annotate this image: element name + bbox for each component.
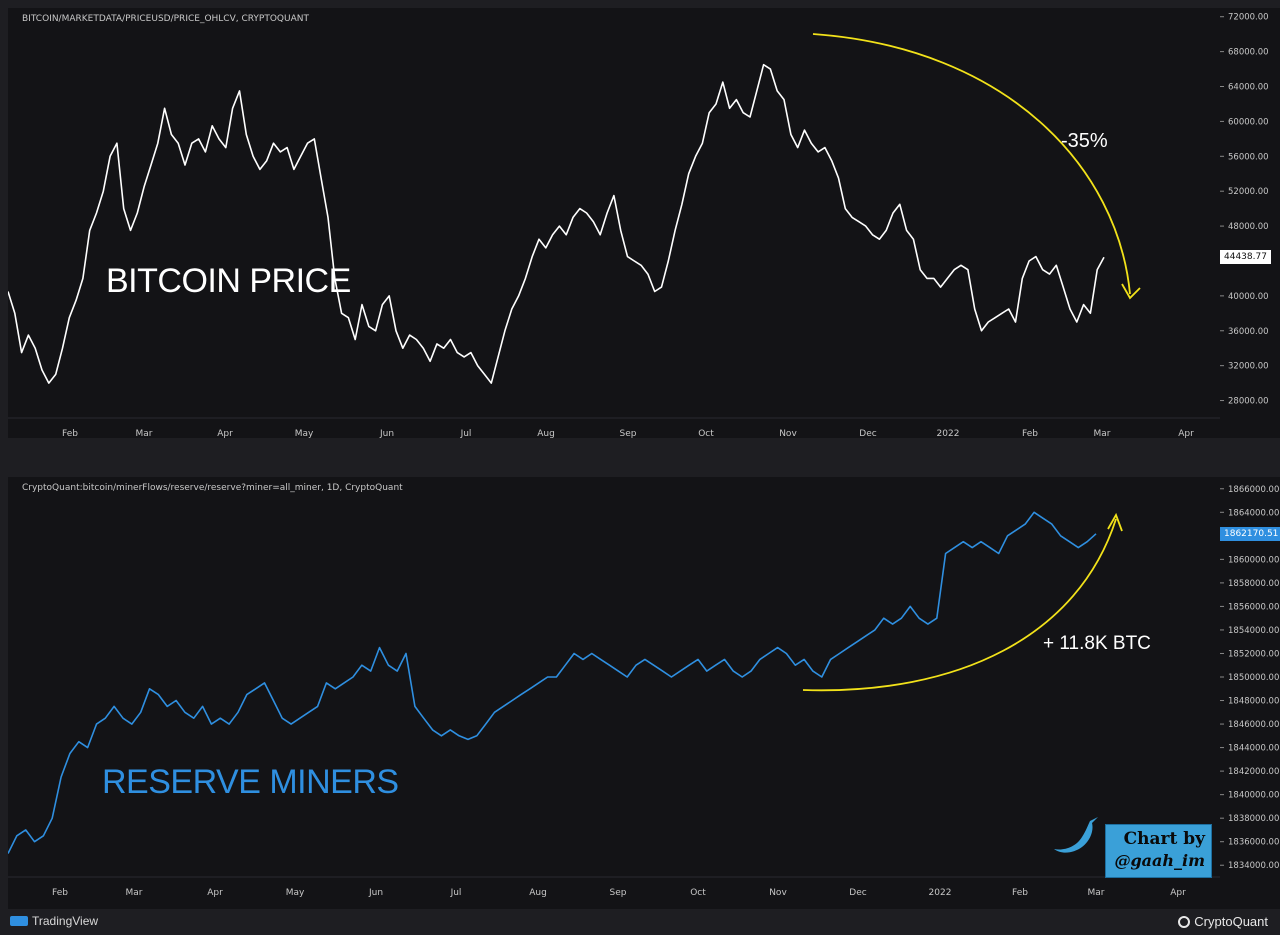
y-tick-label-8: 1850000.00 — [1228, 673, 1279, 683]
growth-arrowhead — [1107, 512, 1123, 532]
x-tick-label-11: 2022 — [937, 429, 960, 438]
y-tick-label-7: 56000.00 — [1228, 152, 1269, 162]
x-tick-label-12: Feb — [1022, 429, 1038, 438]
chart-by-badge: Chart by @gaah_im — [1054, 817, 1212, 878]
bird-icon — [1054, 817, 1098, 853]
y-tick-label-2: 1838000.00 — [1228, 814, 1279, 824]
x-tick-label-12: Feb — [1012, 888, 1028, 898]
y-tick-label-0: 28000.00 — [1228, 397, 1269, 407]
x-tick-label-0: Feb — [62, 429, 78, 438]
x-tick-label-9: Nov — [769, 888, 787, 898]
price-panel: BITCOIN/MARKETDATA/PRICEUSD/PRICE_OHLCV,… — [8, 8, 1220, 438]
decline-arrow — [812, 33, 1131, 295]
y-tick-label-3: 40000.00 — [1228, 292, 1269, 302]
badge-line1: Chart by — [1123, 829, 1205, 849]
reserve-source-label: CryptoQuant:bitcoin/minerFlows/reserve/r… — [22, 483, 403, 493]
last-value-badge: 1862170.51 — [1220, 526, 1280, 541]
y-tick-label-5: 1844000.00 — [1228, 744, 1279, 754]
y-tick-label-11: 1856000.00 — [1228, 602, 1279, 612]
x-tick-label-1: Mar — [126, 888, 143, 898]
x-tick-label-5: Jul — [450, 888, 462, 898]
x-tick-label-2: Apr — [207, 888, 223, 898]
price-title: BITCOIN PRICE — [106, 262, 351, 300]
reserve-y-axis[interactable]: 1834000.00 1836000.00 1838000.00 1840000.00… — [1220, 477, 1280, 909]
reserve-panel: CryptoQuant:bitcoin/minerFlows/reserve/r… — [8, 477, 1220, 909]
y-tick-label-10: 68000.00 — [1228, 48, 1269, 58]
y-tick-label-0: 1834000.00 — [1228, 861, 1279, 871]
growth-arrow — [802, 518, 1117, 692]
y-tick-label-7: 1848000.00 — [1228, 697, 1279, 707]
decline-arrowhead — [1121, 283, 1141, 300]
x-tick-label-3: May — [286, 888, 305, 898]
cryptoquant-label: CryptoQuant — [1194, 914, 1268, 929]
y-tick-label-16: 1866000.00 — [1228, 485, 1279, 495]
series-line-0 — [8, 63, 1105, 384]
y-tick-label-5: 48000.00 — [1228, 222, 1269, 232]
price-chart[interactable]: Feb Mar Apr May Jun Jul Aug Sep Oct Nov Dec 2022 Feb… — [8, 8, 1220, 438]
badge-line2: @gaah_im — [1114, 851, 1205, 870]
reserve-title: RESERVE MINERS — [102, 763, 399, 801]
y-tick-label-2: 36000.00 — [1228, 327, 1269, 337]
x-tick-label-6: Aug — [529, 888, 547, 898]
x-tick-label-13: Mar — [1094, 429, 1111, 438]
x-tick-label-8: Oct — [690, 888, 706, 898]
price-y-axis[interactable]: 28000.0032000.0036000.0040000.0044000.00… — [1220, 8, 1280, 438]
tradingview-logo[interactable]: TradingView — [10, 914, 98, 928]
x-tick-label-7: Sep — [610, 888, 627, 898]
x-tick-label-13: Mar — [1088, 888, 1105, 898]
x-tick-label-5: Jul — [460, 429, 472, 438]
y-tick-label-3: 1840000.00 — [1228, 791, 1279, 801]
price-source-label: BITCOIN/MARKETDATA/PRICEUSD/PRICE_OHLCV,… — [22, 14, 309, 24]
y-tick-label-1: 32000.00 — [1228, 362, 1269, 372]
x-tick-label-7: Sep — [620, 429, 637, 438]
tradingview-icon — [10, 916, 28, 926]
x-tick-label-11: 2022 — [929, 888, 952, 898]
reserve-chart[interactable]: Feb Mar Apr May Jun Jul Aug Sep Oct Nov Dec 2022 Feb… — [8, 477, 1220, 909]
y-tick-label-1: 1836000.00 — [1228, 838, 1279, 848]
y-tick-label-6: 1846000.00 — [1228, 720, 1279, 730]
y-tick-label-12: 1858000.00 — [1228, 579, 1279, 589]
tradingview-label: TradingView — [32, 914, 99, 928]
x-tick-label-10: Dec — [849, 888, 866, 898]
x-tick-label-0: Feb — [52, 888, 68, 898]
price-annotation: -35% — [1061, 130, 1108, 152]
y-tick-label-9: 1852000.00 — [1228, 649, 1279, 659]
y-tick-label-15: 1864000.00 — [1228, 508, 1279, 518]
y-tick-label-11: 72000.00 — [1228, 13, 1269, 23]
x-tick-label-1: Mar — [136, 429, 153, 438]
y-tick-label-8: 60000.00 — [1228, 117, 1269, 127]
footer: TradingView CryptoQuant — [0, 909, 1280, 935]
x-tick-label-4: Jun — [368, 888, 383, 898]
y-tick-label-10: 1854000.00 — [1228, 626, 1279, 636]
x-tick-label-10: Dec — [859, 429, 876, 438]
reserve-annotation: + 11.8K BTC — [1043, 633, 1151, 654]
x-tick-label-6: Aug — [537, 429, 555, 438]
x-tick-label-2: Apr — [217, 429, 233, 438]
x-tick-label-3: May — [295, 429, 314, 438]
x-tick-label-8: Oct — [698, 429, 714, 438]
cryptoquant-icon — [1178, 915, 1191, 928]
y-tick-label-4: 1842000.00 — [1228, 767, 1279, 777]
y-tick-label-9: 64000.00 — [1228, 83, 1269, 93]
x-tick-label-9: Nov — [779, 429, 797, 438]
series-line-1 — [8, 511, 1097, 854]
y-tick-label-6: 52000.00 — [1228, 187, 1269, 197]
cryptoquant-logo[interactable]: CryptoQuant — [1178, 914, 1268, 929]
y-tick-label-13: 1860000.00 — [1228, 555, 1279, 565]
x-tick-label-14: Apr — [1170, 888, 1186, 898]
x-tick-label-4: Jun — [379, 429, 394, 438]
x-tick-label-14: Apr — [1178, 429, 1194, 438]
last-value-badge: 44438.77 — [1220, 250, 1271, 265]
